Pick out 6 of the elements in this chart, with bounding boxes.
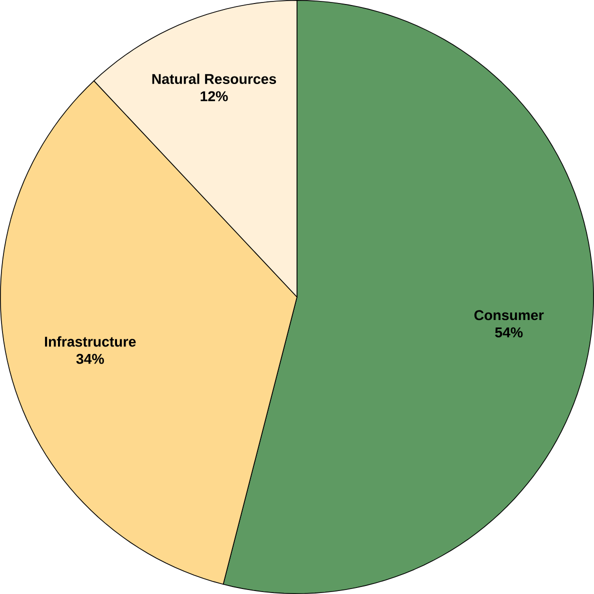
slice-label: Natural Resources	[152, 74, 276, 84]
data-label: 12%	[200, 91, 228, 102]
slice-label: Infrastructure	[45, 336, 136, 347]
data-label: 34%	[76, 354, 104, 364]
data-label: 54%	[495, 327, 523, 338]
slice-label: Consumer	[474, 310, 544, 320]
